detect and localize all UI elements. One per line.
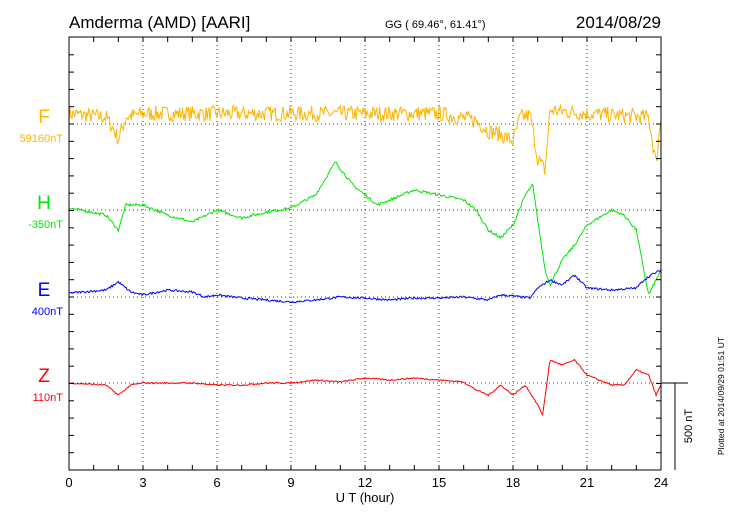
x-tick-label: 12 — [358, 475, 372, 490]
baseline-label-z: 110nT — [33, 392, 64, 404]
grid — [69, 37, 661, 470]
x-tick-label: 0 — [65, 475, 72, 490]
series-name-z: Z — [38, 366, 50, 387]
series-line-z — [69, 358, 662, 417]
x-tick-label: 21 — [580, 475, 594, 490]
x-axis-label: U T (hour) — [336, 490, 395, 505]
date-label: 2014/08/29 — [576, 13, 661, 32]
station-title: Amderma (AMD) [AARI] — [69, 13, 250, 32]
x-tick-label: 24 — [654, 475, 668, 490]
scale-bar-label: 500 nT — [683, 409, 695, 444]
series-name-h: H — [37, 193, 51, 214]
series-line-f — [68, 104, 662, 175]
series-line-h — [68, 161, 662, 295]
baseline-label-f: 59160nT — [20, 133, 64, 145]
series-name-e: E — [38, 280, 51, 301]
series-labels: F 59160nT H -350nT E 400nT Z 110nT — [20, 107, 64, 404]
x-tick-label: 9 — [287, 475, 294, 490]
x-tick-label: 18 — [506, 475, 520, 490]
axis-ticks: 0 3 6 9 12 15 18 21 24 — [65, 37, 668, 490]
coordinates: GG ( 69.46°, 61.41°) — [385, 19, 486, 31]
series-line-e — [69, 269, 662, 304]
x-tick-label: 6 — [213, 475, 220, 490]
series-name-f: F — [38, 107, 50, 128]
x-tick-label: 15 — [432, 475, 446, 490]
series-group — [68, 104, 662, 417]
baseline-label-e: 400nT — [32, 306, 63, 318]
x-tick-label: 3 — [139, 475, 146, 490]
baseline-label-h: -350nT — [28, 219, 63, 231]
plotted-at-label: Plotted at 2014/09/29 01:51 UT — [716, 337, 726, 455]
